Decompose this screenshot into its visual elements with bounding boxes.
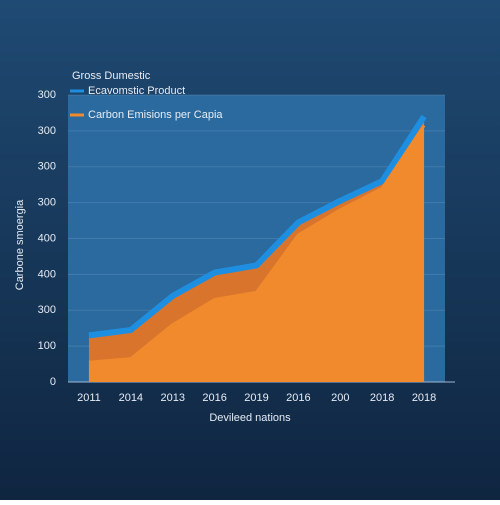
x-tick-label: 2016 [202, 392, 226, 404]
y-tick-label: 100 [38, 340, 56, 352]
y-tick-label: 400 [38, 268, 56, 280]
x-tick-label: 2016 [286, 392, 310, 404]
y-tick-label: 300 [38, 161, 56, 173]
y-tick-label: 0 [50, 376, 56, 388]
area [88, 125, 425, 383]
y-tick-label: 300 [38, 197, 56, 209]
x-axis-label: Devileed nations [209, 412, 291, 424]
chart-title: Gross Dumestic [72, 70, 151, 82]
legend-label: Ecavomstic Product [88, 85, 185, 97]
line [88, 114, 427, 339]
y-tick-label: 400 [38, 232, 56, 244]
x-tick-label: 2018 [412, 392, 436, 404]
y-tick-label: 300 [38, 125, 56, 137]
legend-label: Carbon Emisions per Capia [88, 109, 223, 121]
x-tick-label: 2013 [160, 392, 184, 404]
line [88, 124, 426, 364]
x-tick-label: 2014 [119, 392, 143, 404]
x-tick-label: 2011 [77, 392, 101, 404]
x-tick-label: 2018 [370, 392, 394, 404]
y-axis-label: Carbone smoergia [14, 199, 26, 290]
y-tick-label: 300 [38, 89, 56, 101]
x-tick-label: 2019 [244, 392, 268, 404]
y-tick-label: 300 [38, 304, 56, 316]
x-tick-label: 200 [331, 392, 349, 404]
